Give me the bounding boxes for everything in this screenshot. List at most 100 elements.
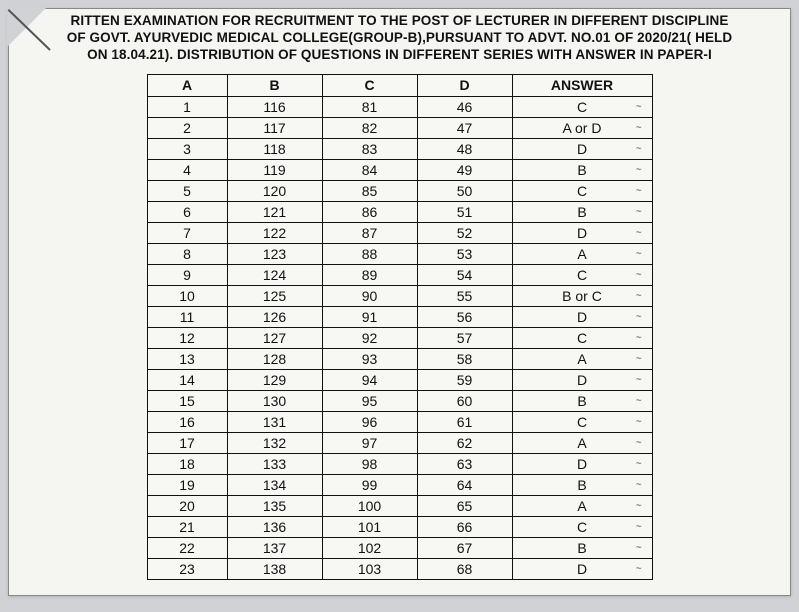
data-cell: 57 — [417, 327, 512, 348]
data-cell: 53 — [417, 243, 512, 264]
data-cell: 18 — [147, 453, 227, 474]
data-cell: 48 — [417, 138, 512, 159]
answer-cell: B~ — [512, 390, 652, 411]
col-header-b: B — [227, 74, 322, 96]
initial-mark-icon: ~ — [636, 458, 642, 469]
answer-cell: B~ — [512, 474, 652, 495]
answer-cell: C~ — [512, 96, 652, 117]
data-cell: 49 — [417, 159, 512, 180]
table-row: 111269156D~ — [147, 306, 652, 327]
answer-value: A — [577, 246, 586, 262]
answer-value: B or C — [562, 288, 602, 304]
answer-cell: C~ — [512, 411, 652, 432]
data-cell: 125 — [227, 285, 322, 306]
data-cell: 92 — [322, 327, 417, 348]
data-cell: 136 — [227, 516, 322, 537]
col-header-c: C — [322, 74, 417, 96]
data-cell: 62 — [417, 432, 512, 453]
answer-cell: D~ — [512, 453, 652, 474]
table-row: 2013510065A~ — [147, 495, 652, 516]
data-cell: 20 — [147, 495, 227, 516]
answer-value: D — [577, 309, 587, 325]
answer-value: D — [577, 225, 587, 241]
data-cell: 134 — [227, 474, 322, 495]
data-cell: 47 — [417, 117, 512, 138]
answer-value: A — [577, 498, 586, 514]
header-line-1: RITTEN EXAMINATION FOR RECRUITMENT TO TH… — [39, 13, 760, 30]
table-row: 2113610166C~ — [147, 516, 652, 537]
answer-cell: B or C~ — [512, 285, 652, 306]
data-cell: 103 — [322, 558, 417, 579]
data-cell: 7 — [147, 222, 227, 243]
data-cell: 120 — [227, 180, 322, 201]
data-cell: 22 — [147, 537, 227, 558]
answer-cell: C~ — [512, 264, 652, 285]
data-cell: 10 — [147, 285, 227, 306]
data-cell: 55 — [417, 285, 512, 306]
data-cell: 64 — [417, 474, 512, 495]
data-cell: 68 — [417, 558, 512, 579]
answer-value: C — [577, 183, 587, 199]
answer-table-container: A B C D ANSWER 11168146C~21178247A or D~… — [9, 70, 790, 580]
data-cell: 100 — [322, 495, 417, 516]
answer-cell: D~ — [512, 138, 652, 159]
header-line-2: OF GOVT. AYURVEDIC MEDICAL COLLEGE(GROUP… — [39, 30, 760, 47]
data-cell: 67 — [417, 537, 512, 558]
initial-mark-icon: ~ — [636, 143, 642, 154]
data-cell: 91 — [322, 306, 417, 327]
data-cell: 51 — [417, 201, 512, 222]
table-row: 101259055B or C~ — [147, 285, 652, 306]
data-cell: 133 — [227, 453, 322, 474]
data-cell: 54 — [417, 264, 512, 285]
answer-value: D — [577, 456, 587, 472]
initial-mark-icon: ~ — [636, 542, 642, 553]
initial-mark-icon: ~ — [636, 164, 642, 175]
answer-value: C — [577, 414, 587, 430]
data-cell: 128 — [227, 348, 322, 369]
data-cell: 130 — [227, 390, 322, 411]
data-cell: 119 — [227, 159, 322, 180]
data-cell: 84 — [322, 159, 417, 180]
answer-value: C — [577, 267, 587, 283]
data-cell: 60 — [417, 390, 512, 411]
answer-value: A — [577, 351, 586, 367]
initial-mark-icon: ~ — [636, 563, 642, 574]
data-cell: 21 — [147, 516, 227, 537]
table-row: 51208550C~ — [147, 180, 652, 201]
initial-mark-icon: ~ — [636, 311, 642, 322]
answer-value: C — [577, 99, 587, 115]
data-cell: 1 — [147, 96, 227, 117]
answer-value: C — [577, 330, 587, 346]
data-cell: 61 — [417, 411, 512, 432]
data-cell: 6 — [147, 201, 227, 222]
data-cell: 87 — [322, 222, 417, 243]
answer-value: A — [577, 435, 586, 451]
answer-cell: B~ — [512, 159, 652, 180]
table-row: 181339863D~ — [147, 453, 652, 474]
table-row: 151309560B~ — [147, 390, 652, 411]
data-cell: 59 — [417, 369, 512, 390]
data-cell: 82 — [322, 117, 417, 138]
data-cell: 86 — [322, 201, 417, 222]
answer-value: D — [577, 561, 587, 577]
answer-value: B — [577, 162, 586, 178]
data-cell: 19 — [147, 474, 227, 495]
table-row: 31188348D~ — [147, 138, 652, 159]
table-row: 61218651B~ — [147, 201, 652, 222]
answer-cell: D~ — [512, 222, 652, 243]
data-cell: 97 — [322, 432, 417, 453]
answer-cell: A~ — [512, 495, 652, 516]
data-cell: 135 — [227, 495, 322, 516]
initial-mark-icon: ~ — [636, 269, 642, 280]
data-cell: 131 — [227, 411, 322, 432]
table-row: 141299459D~ — [147, 369, 652, 390]
data-cell: 95 — [322, 390, 417, 411]
data-cell: 121 — [227, 201, 322, 222]
data-cell: 5 — [147, 180, 227, 201]
answer-value: D — [577, 372, 587, 388]
answer-value: B — [577, 540, 586, 556]
data-cell: 16 — [147, 411, 227, 432]
initial-mark-icon: ~ — [636, 227, 642, 238]
initial-mark-icon: ~ — [636, 479, 642, 490]
table-row: 41198449B~ — [147, 159, 652, 180]
